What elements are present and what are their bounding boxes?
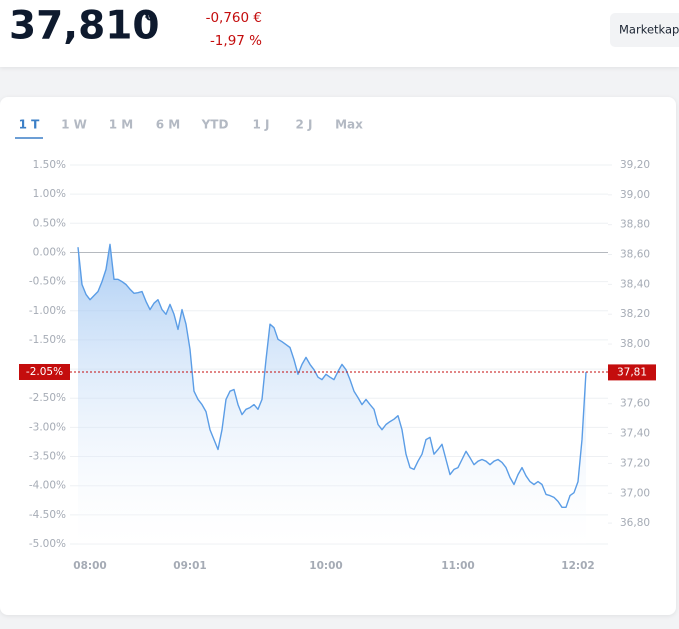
- x-tick-label: 12:02: [561, 560, 594, 572]
- range-tab[interactable]: 1 T: [19, 118, 41, 132]
- range-tab[interactable]: 1 J: [253, 118, 270, 132]
- range-tab[interactable]: 1 M: [109, 118, 133, 132]
- y-tick-label: -2.50%: [29, 392, 66, 404]
- y2-tick-label: 37,40: [620, 428, 650, 440]
- price-change-pct: -1,97 %: [210, 33, 262, 49]
- x-tick-label: 09:01: [173, 560, 206, 572]
- y-tick-label: -3.00%: [29, 421, 66, 433]
- y-tick-label: -4.00%: [29, 480, 66, 492]
- y-tick-label: 0.50%: [33, 217, 66, 229]
- y2-tick-label: 39,20: [620, 159, 650, 171]
- y-tick-label: -1.50%: [29, 334, 66, 346]
- y-tick-label: -5.00%: [29, 538, 66, 550]
- price-currency: €: [144, 10, 153, 24]
- range-tab[interactable]: 2 J: [296, 118, 313, 132]
- range-tabs: 1 T 1 W 1 M 6 M YTD 1 J 2 J Max: [15, 118, 363, 139]
- header-bar: [0, 0, 679, 67]
- y2-tick-label: 38,20: [620, 308, 650, 320]
- range-tab[interactable]: Max: [335, 118, 363, 132]
- y2-tick-label: 37,20: [620, 457, 650, 469]
- range-tab[interactable]: 1 W: [61, 118, 87, 132]
- price-change: -0,760 €: [206, 10, 262, 26]
- y-tick-label: -1.00%: [29, 305, 66, 317]
- market-cap-label[interactable]: Marketkap: [619, 23, 679, 37]
- y-tick-label: 1.00%: [33, 188, 66, 200]
- y2-tick-label: 38,40: [620, 278, 650, 290]
- x-tick-label: 08:00: [73, 560, 106, 572]
- current-pct-label: -2.05%: [26, 366, 63, 378]
- y-tick-label: 0.00%: [33, 246, 66, 258]
- line: [77, 243, 587, 508]
- x-tick-label: 11:00: [441, 560, 474, 572]
- range-tab[interactable]: YTD: [201, 118, 229, 132]
- x-tick-label: 10:00: [309, 560, 342, 572]
- y2-tick-label: 38,80: [620, 219, 650, 231]
- current-pct-badge: [19, 363, 70, 380]
- y-tick-label: -0.50%: [29, 276, 66, 288]
- y2-tick-label: 38,60: [620, 249, 650, 261]
- y-tick-label: -3.50%: [29, 451, 66, 463]
- y2-tick-label: 36,80: [620, 517, 650, 529]
- chart: 1.50% 1.00% 0.50% 0.00% -0.50% -1.00% -1.50% -2…: [19, 159, 656, 572]
- y-tick-label: -4.50%: [29, 509, 66, 521]
- range-tab[interactable]: 6 M: [156, 118, 180, 132]
- area: [78, 244, 586, 545]
- y2-tick-label: 37,60: [620, 398, 650, 410]
- y2-tick-label: 39,00: [620, 189, 650, 201]
- y2-tick-label: 37,00: [620, 487, 650, 499]
- market-cap-button[interactable]: [610, 13, 679, 47]
- current-price-label: 37,81: [617, 366, 647, 378]
- y-tick-label: 1.50%: [33, 159, 66, 171]
- current-price-badge: [608, 364, 656, 381]
- y2-tick-label: 38,00: [620, 338, 650, 350]
- price: 37,810: [9, 4, 160, 49]
